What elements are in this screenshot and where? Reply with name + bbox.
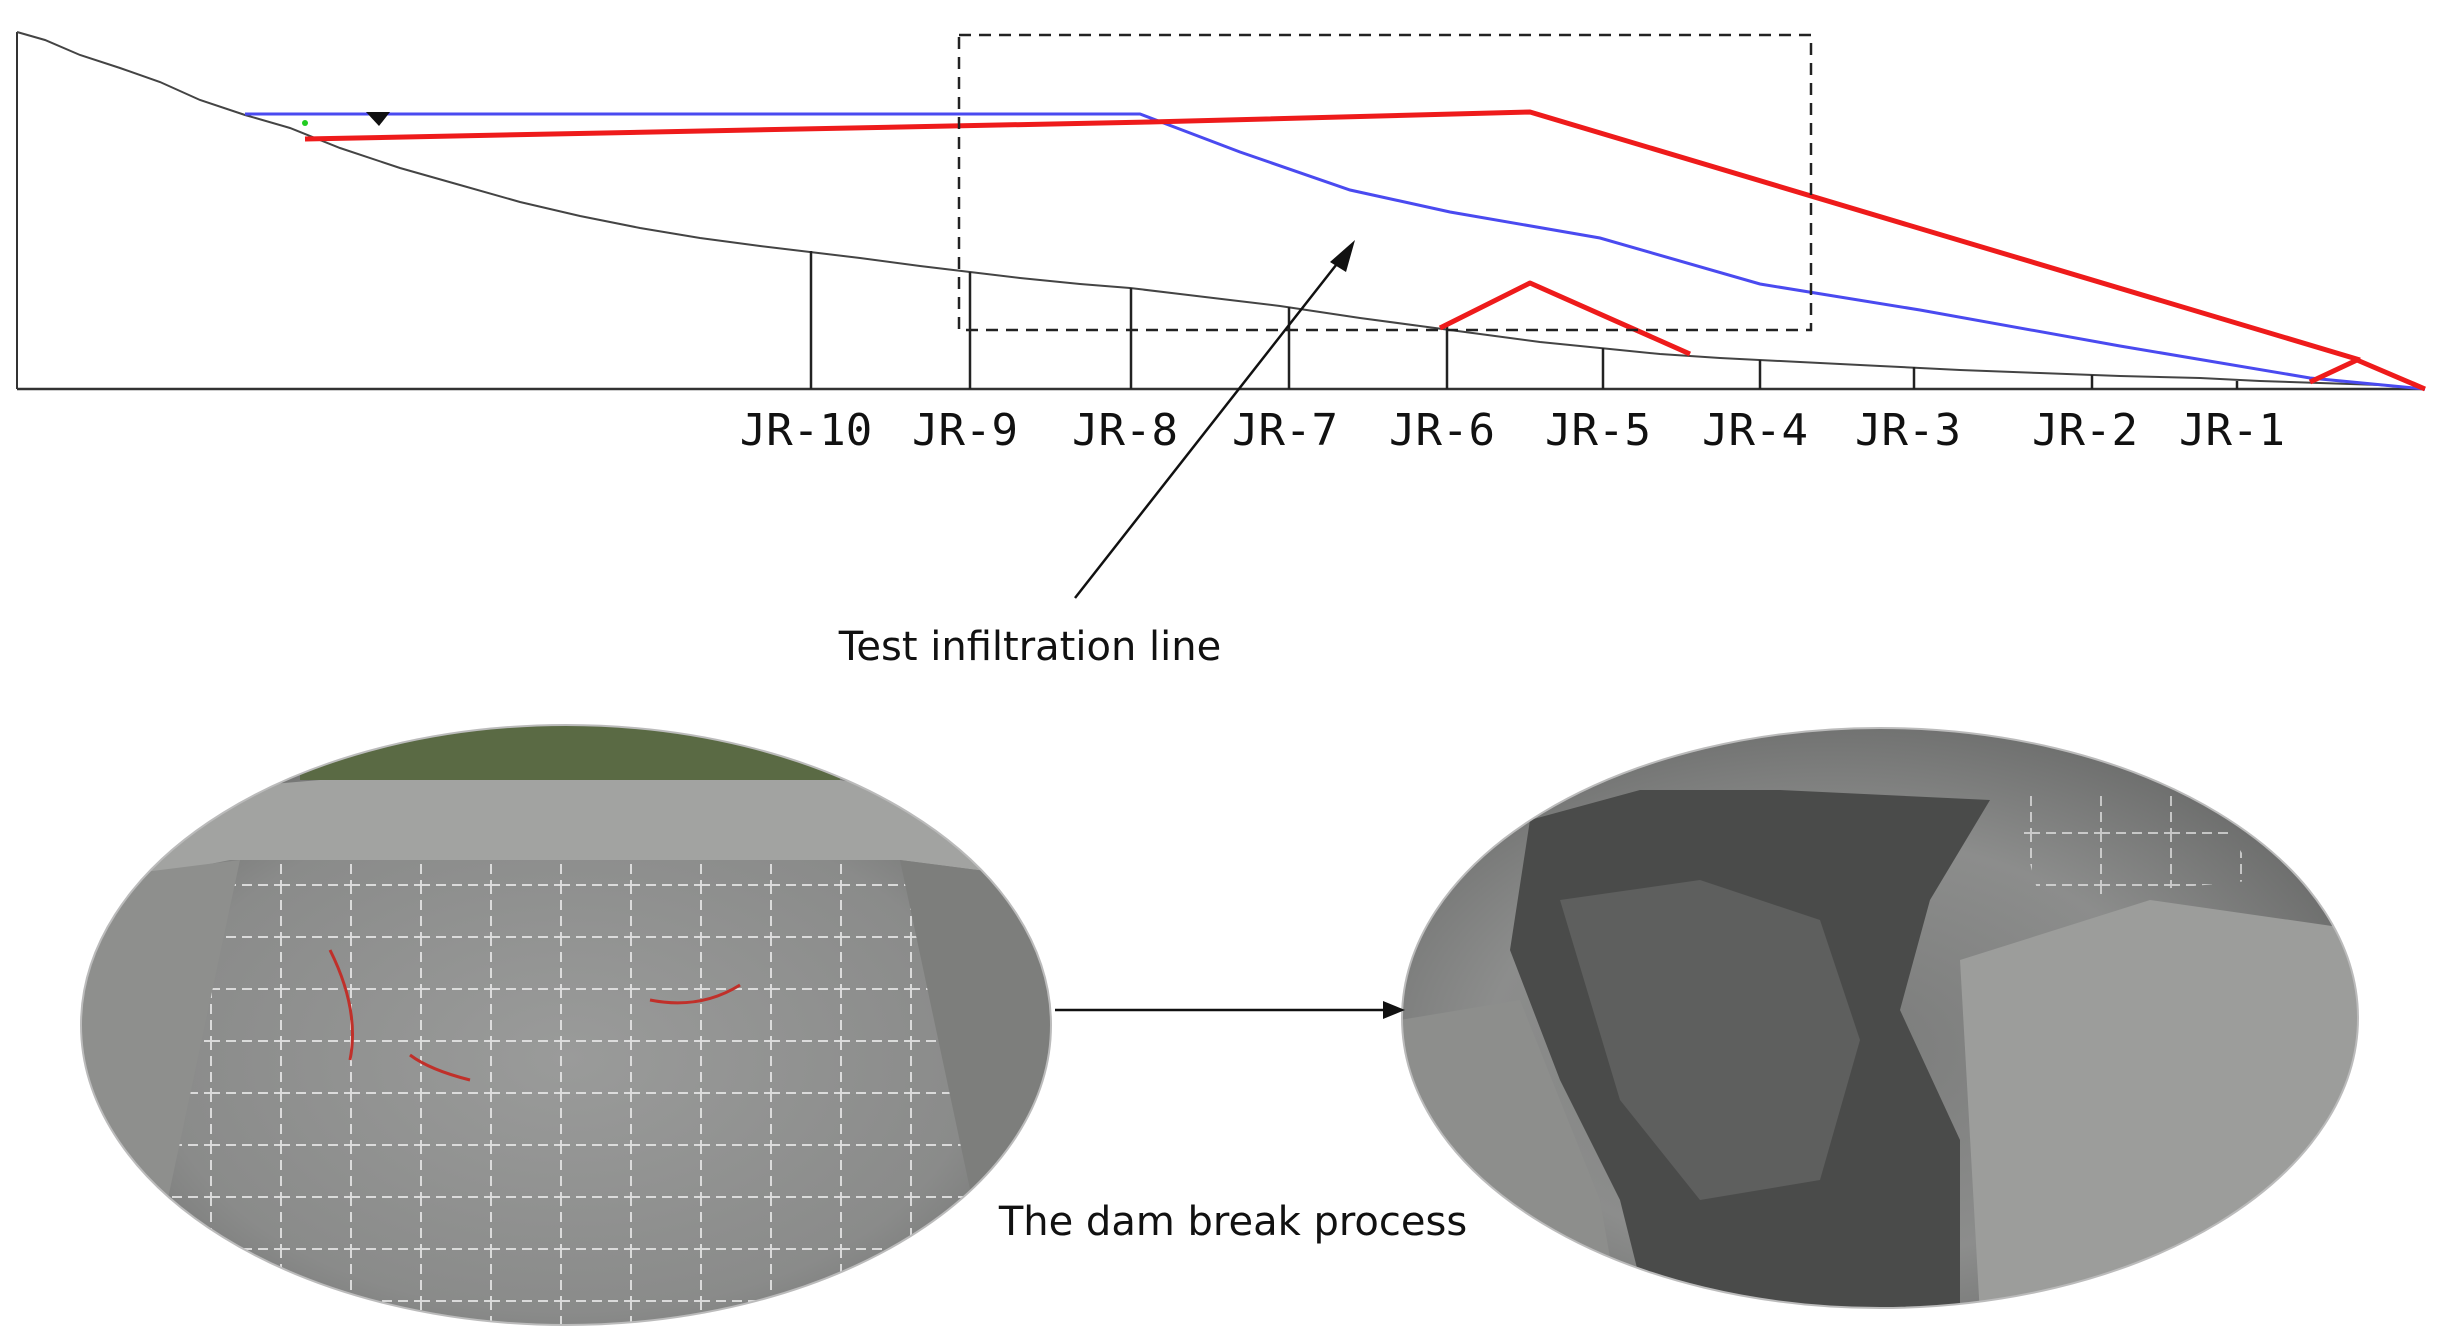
section-label-jr9: JR-9 <box>912 405 1018 456</box>
photo-after-dam-break <box>1402 728 2358 1308</box>
red-toe-triangle <box>2308 357 2426 392</box>
section-label-jr10: JR-10 <box>740 405 872 456</box>
photo-grid-remnant <box>2010 790 2260 900</box>
process-arrow <box>1055 1001 1405 1019</box>
section-label-jr5: JR-5 <box>1545 405 1651 456</box>
terrain-surface-line <box>16 31 2426 390</box>
photo-before-frame <box>80 724 1052 1326</box>
red-inner-triangle <box>1438 280 1692 357</box>
dashed-detail-box <box>957 33 1813 332</box>
infiltration-arrow <box>1074 240 1355 599</box>
photo-back-slope <box>81 780 1051 890</box>
photo-breach-debris <box>1560 880 1860 1200</box>
blue-phreatic-line <box>245 112 2426 391</box>
water-level-marker-icon <box>366 112 390 126</box>
section-label-jr2: JR-2 <box>2032 405 2138 456</box>
photo-crack-marks <box>328 949 741 1082</box>
red-infiltration-line <box>304 109 2361 363</box>
dam-break-process-label: The dam break process <box>998 1199 1467 1245</box>
dam-profile-diagram: JR-10 JR-9 JR-8 JR-7 JR-6 JR-5 JR-4 JR-3… <box>16 31 2426 670</box>
photo-before-dam-break <box>81 725 1051 1325</box>
section-label-jr8: JR-8 <box>1072 405 1178 456</box>
process-arrow-head-icon <box>1383 1001 1405 1019</box>
section-label-jr4: JR-4 <box>1702 405 1808 456</box>
photo-after-frame <box>1401 727 2359 1309</box>
section-label-jr3: JR-3 <box>1855 405 1961 456</box>
section-label-jr6: JR-6 <box>1389 405 1495 456</box>
section-label-jr7: JR-7 <box>1232 405 1338 456</box>
arrow-head-icon <box>1330 240 1355 272</box>
section-label-jr1: JR-1 <box>2179 405 2285 456</box>
infiltration-line-label: Test infiltration line <box>838 624 1221 670</box>
photo-treeline <box>300 725 840 780</box>
green-point-marker <box>302 120 308 126</box>
photo-grid-surface <box>140 860 1000 1325</box>
